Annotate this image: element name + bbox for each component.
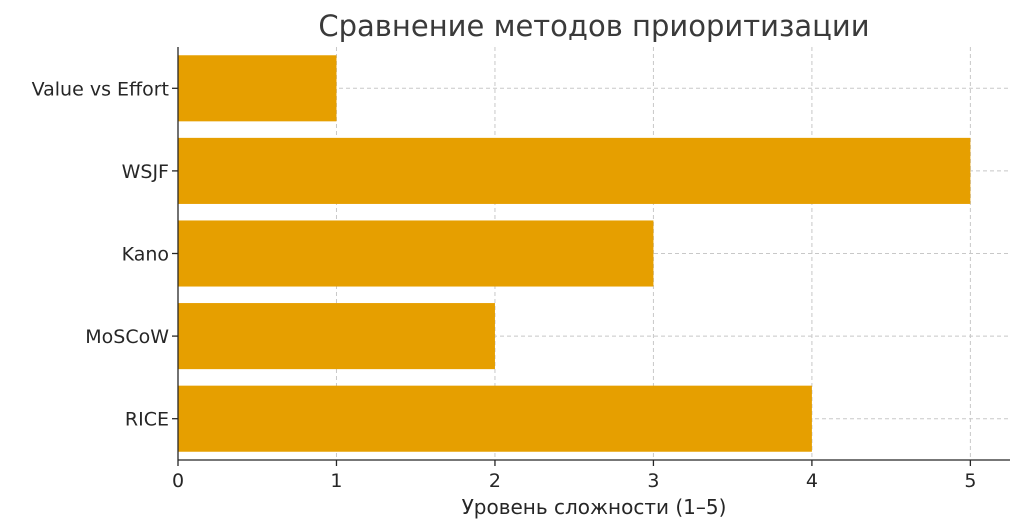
y-tick-label: RICE [125,409,169,431]
x-tick-label: 3 [647,470,659,492]
y-axis-ticks: RICE MoSCoW Kano WSJF Value vs Effort [32,78,178,431]
bar-rice [178,385,812,452]
chart-title: Сравнение методов приоритизации [318,9,869,43]
y-tick-label: MoSCoW [85,326,169,348]
x-axis-ticks: 0 1 2 3 4 5 [172,460,976,492]
x-axis-label: Уровень сложности (1–5) [462,495,727,519]
x-tick-label: 0 [172,470,184,492]
y-tick-label: Value vs Effort [32,78,169,100]
x-tick-label: 4 [806,470,818,492]
bar-wsjf [178,137,971,204]
bar-kano [178,220,654,287]
y-tick-label: Kano [122,244,169,266]
x-tick-label: 5 [964,470,976,492]
bar-moscow [178,303,495,370]
bars [178,55,971,452]
y-tick-label: WSJF [122,161,169,183]
x-tick-label: 1 [330,470,342,492]
bar-value-vs-effort [178,55,337,122]
x-tick-label: 2 [489,470,501,492]
